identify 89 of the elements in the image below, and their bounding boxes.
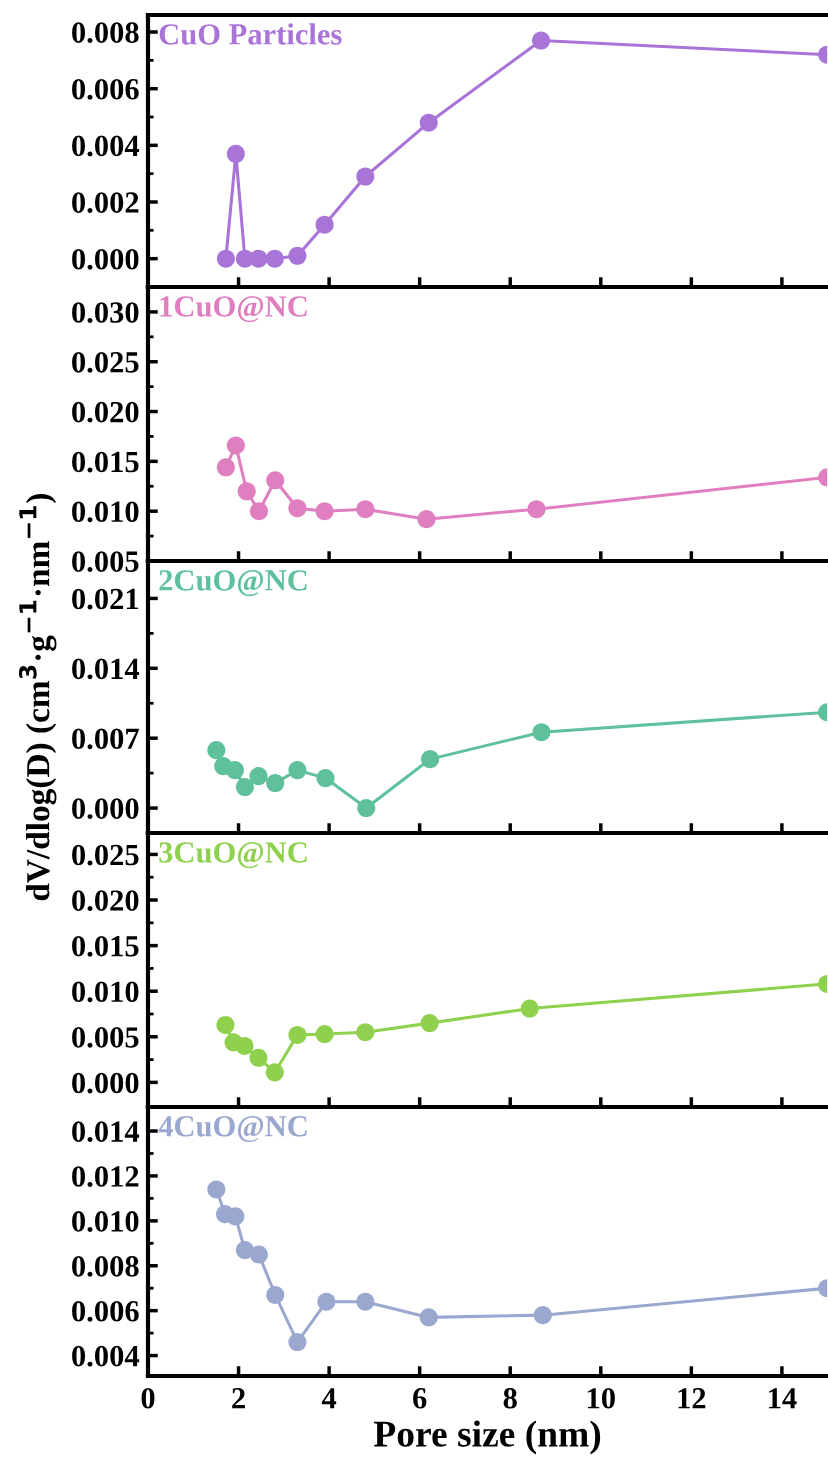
y-tick-label: 0.014 [72,1121,140,1143]
point [216,249,235,268]
y-tick-label: 0.021 [72,588,139,610]
point [249,249,268,268]
y-tick-label: 0.025 [72,352,139,373]
point [356,1292,375,1311]
point [316,769,335,788]
point [249,502,268,521]
point [249,767,268,786]
point [216,1015,235,1034]
series-label: 4CuO@NC [158,1115,307,1143]
point [420,1014,439,1033]
point [288,1025,307,1044]
y-tick-label: 0.008 [72,22,139,44]
point [225,761,244,780]
x-axis-title: Pore size (nm) [374,1420,601,1455]
point [226,144,245,163]
x-tick-label: 8 [503,1387,517,1409]
point [533,1306,552,1325]
point [266,471,285,490]
point [235,778,254,797]
point [419,1308,438,1327]
y-tick-label: 0.006 [72,78,139,100]
point [266,1285,285,1304]
point [520,999,539,1018]
x-tick-label: 6 [413,1388,427,1409]
point [226,436,245,455]
y-tick-label: 0.002 [72,192,139,214]
point [265,249,284,268]
point [288,761,307,780]
point [356,500,375,519]
point [357,799,376,818]
y-tick-label: 0.004 [72,1345,140,1367]
y-tick-label: 0.015 [72,451,139,473]
y-tick-label: 0.014 [72,658,140,680]
point [288,246,307,265]
point [317,1292,336,1311]
point [527,500,546,519]
x-tick-label: 2 [232,1388,245,1409]
point [265,1063,284,1082]
point [207,741,226,760]
x-tick-label: 12 [678,1388,706,1409]
text: 1CuO@NC [160,296,307,323]
y-tick-label: 0.025 [72,844,139,866]
point [356,1023,375,1042]
y-tick-label: 0.007 [72,728,139,750]
y-tick-label: 0.020 [72,890,139,912]
y-tick-label: 0.008 [72,1256,139,1277]
point [315,215,334,234]
x-tick-label: 4 [321,1388,337,1409]
point [288,499,307,518]
point [207,1180,226,1199]
x-tick-label: 14 [769,1388,797,1409]
y-tick-label: 0.005 [72,551,139,573]
y-tick-label: 0.005 [72,1027,139,1048]
x-tick-label: 10 [587,1387,615,1409]
y-tick-label: 0.015 [72,935,139,957]
y-tick-label: 0.004 [72,135,140,157]
point [235,1036,254,1055]
point [249,1245,268,1264]
point [531,31,551,50]
point [216,458,235,477]
text: 3CuO@NC [159,842,307,869]
y-tick-label: 0.000 [72,248,139,270]
point [417,510,436,529]
y-tick-label: 0.010 [72,981,139,1003]
y-tick-label: 0.000 [72,798,139,820]
y-tick-label: 0.006 [72,1300,139,1322]
point [532,723,551,742]
y-axis-title: dV/dlog(D) (cm$^{3}$·g$^{−1}$·nm$^{−1}$) [19,494,57,901]
text: CuO Particles [159,23,342,45]
x-tick-label: 0 [141,1387,155,1409]
point [226,1207,245,1226]
point [421,750,440,769]
point [315,502,334,521]
y-tick-label: 0.012 [72,1166,139,1187]
point [356,167,375,186]
point [266,774,285,793]
point [419,113,438,132]
point [237,482,256,501]
y-tick-label: 0.000 [72,1072,139,1094]
point [288,1333,307,1352]
y-tick-label: 0.010 [72,501,139,523]
y-tick-label: 0.010 [72,1211,139,1232]
text: 2CuO@NC [159,570,307,597]
point [315,1025,334,1044]
point [249,1048,268,1067]
y-tick-label: 0.020 [72,401,139,423]
y-tick-label: 0.030 [72,302,139,323]
